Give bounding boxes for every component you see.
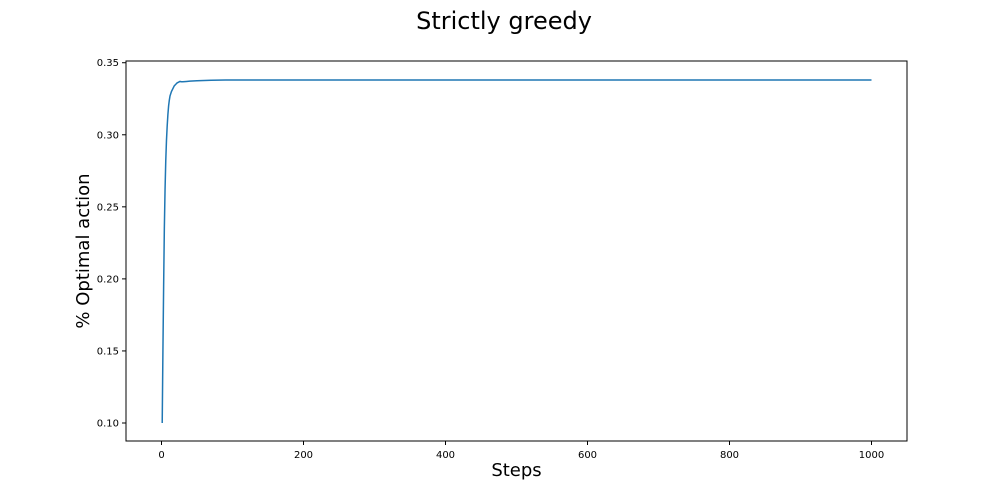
- x-tick-label: 800: [720, 450, 739, 461]
- y-axis: 0.10 0.15 0.20 0.25 0.30 0.35: [97, 58, 126, 429]
- x-tick-label: 600: [578, 450, 597, 461]
- series-line: [161, 79, 872, 423]
- y-tick-label: 0.15: [97, 346, 119, 357]
- x-axis-label: Steps: [491, 460, 541, 481]
- y-tick-label: 0.20: [97, 274, 119, 285]
- x-tick-label: 1000: [859, 450, 884, 461]
- x-tick-label: 0: [158, 450, 164, 461]
- plot-area: [125, 60, 908, 442]
- y-tick-label: 0.25: [97, 202, 119, 213]
- x-tick-label: 400: [436, 450, 455, 461]
- chart-title: Strictly greedy: [416, 7, 592, 35]
- y-tick-label: 0.10: [97, 418, 119, 429]
- y-tick-label: 0.30: [97, 130, 119, 141]
- y-tick-label: 0.35: [97, 58, 119, 69]
- x-axis: 0 200 400 600 800 1000: [158, 441, 884, 461]
- y-axis-label: % Optimal action: [73, 173, 94, 328]
- x-tick-label: 200: [294, 450, 313, 461]
